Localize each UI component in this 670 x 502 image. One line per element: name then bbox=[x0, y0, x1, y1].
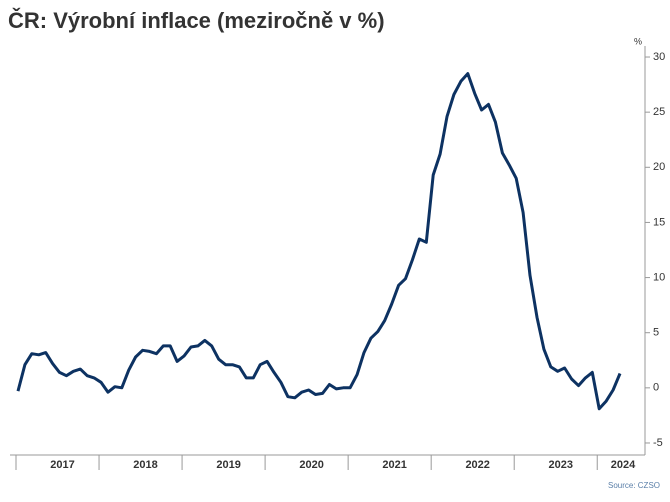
x-tick-label: 2023 bbox=[548, 459, 572, 471]
y-tick-label: 5 bbox=[653, 327, 659, 339]
y-axis-label: % bbox=[634, 36, 642, 46]
source: Source: CZSO bbox=[608, 481, 660, 490]
y-tick-label: 20 bbox=[653, 161, 665, 173]
x-tick-label: 2019 bbox=[216, 459, 240, 471]
y-tick-label: -5 bbox=[653, 437, 663, 449]
y-tick-label: 0 bbox=[653, 382, 659, 394]
line bbox=[16, 72, 622, 411]
x-tick-label: 2021 bbox=[382, 459, 406, 471]
x-tick-label: 2022 bbox=[465, 459, 489, 471]
x-tick-label: 2024 bbox=[611, 459, 636, 471]
x-tick-label: 2017 bbox=[50, 459, 74, 471]
x-tick-label: 2018 bbox=[133, 459, 157, 471]
chart-title: ČR: Výrobní inflace (meziročně v %) bbox=[8, 8, 385, 33]
y-tick-label: 15 bbox=[653, 216, 665, 228]
x-tick-label: 2020 bbox=[299, 459, 323, 471]
y-tick-label: 10 bbox=[653, 271, 665, 283]
y-tick-label: 30 bbox=[653, 51, 665, 63]
y-tick-label: 25 bbox=[653, 106, 665, 118]
